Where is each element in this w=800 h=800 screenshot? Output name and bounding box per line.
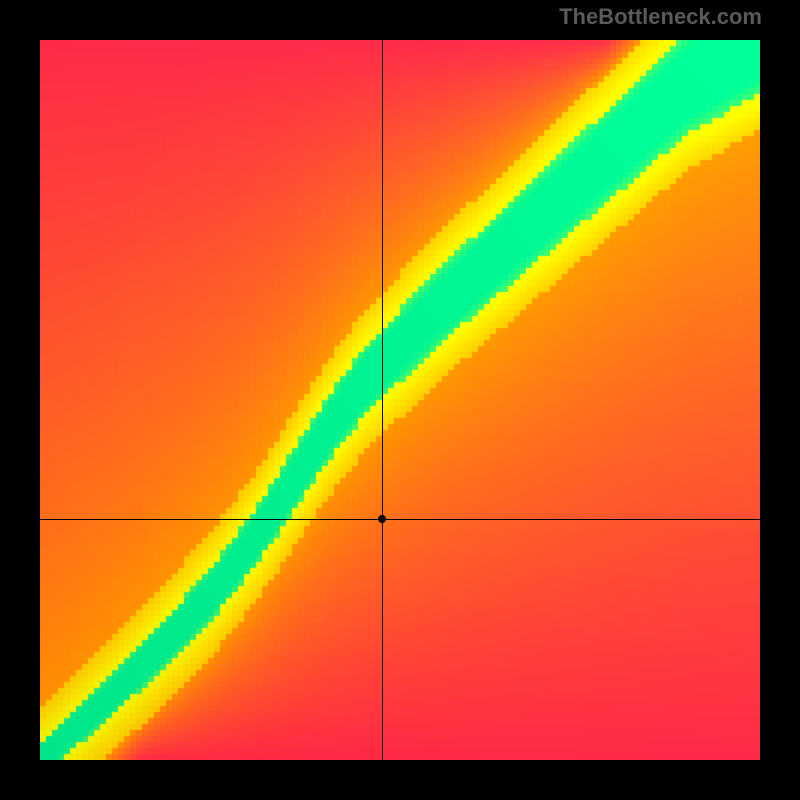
crosshair-horizontal	[40, 519, 760, 520]
chart-area	[40, 40, 760, 760]
watermark: TheBottleneck.com	[559, 4, 762, 30]
heatmap-canvas	[40, 40, 760, 760]
crosshair-vertical	[382, 40, 383, 760]
watermark-text: TheBottleneck.com	[559, 4, 762, 29]
marker-point	[378, 515, 386, 523]
chart-container: TheBottleneck.com	[0, 0, 800, 800]
